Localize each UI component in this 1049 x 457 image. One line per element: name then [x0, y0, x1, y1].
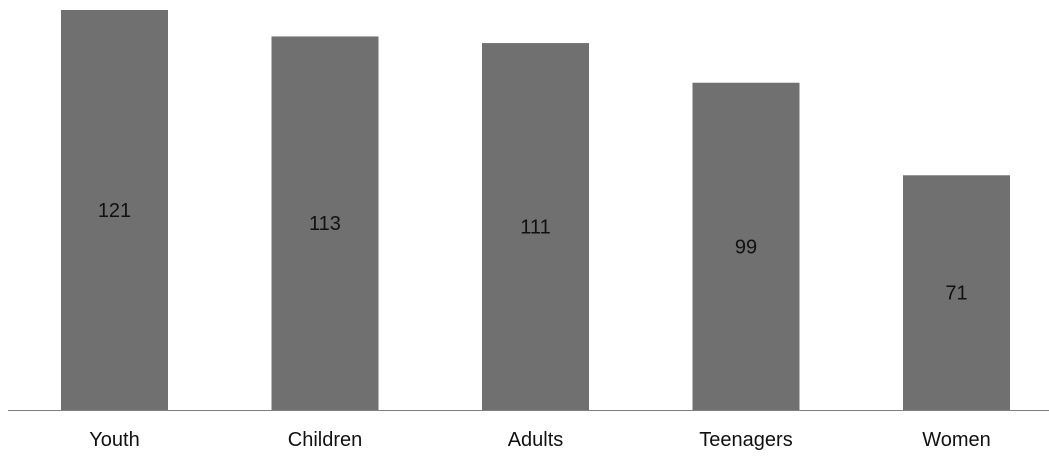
bar-women [903, 175, 1010, 410]
bar-adults [482, 43, 589, 410]
category-label-adults: Adults [508, 429, 564, 451]
data-labels-group: 121 113 111 99 71 [98, 200, 968, 305]
data-label-youth: 121 [98, 200, 131, 222]
category-label-teenagers: Teenagers [699, 429, 792, 451]
bar-teenagers [692, 82, 800, 411]
data-label-teenagers: 99 [735, 236, 757, 258]
bars-group [61, 10, 1010, 411]
data-label-women: 71 [945, 283, 967, 305]
bar-youth [61, 10, 168, 410]
category-label-children: Children [288, 429, 362, 451]
data-label-children: 113 [309, 213, 341, 235]
category-labels-group: Youth Children Adults Teenagers Women [89, 429, 990, 451]
data-label-adults: 111 [520, 217, 550, 239]
category-label-youth: Youth [89, 429, 139, 451]
category-label-women: Women [922, 429, 991, 451]
bar-children [271, 36, 379, 410]
